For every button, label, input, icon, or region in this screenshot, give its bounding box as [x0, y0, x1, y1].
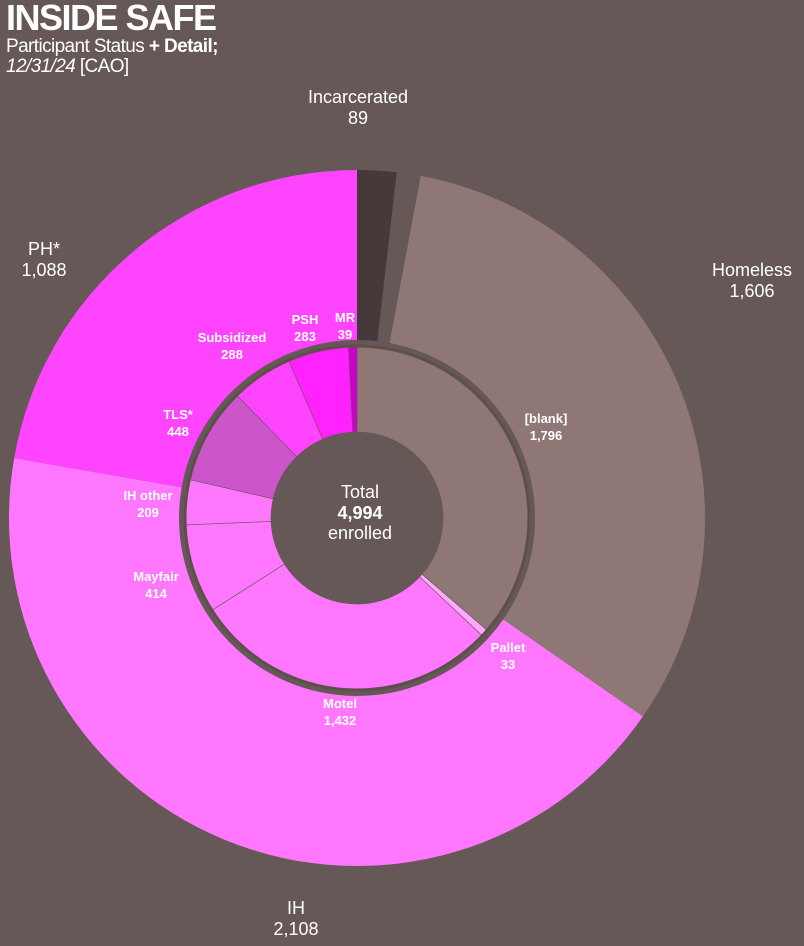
center-total-unit: enrolled — [328, 523, 392, 543]
inner-label-ih-other: IH other — [123, 488, 172, 503]
chart-source: [CAO] — [79, 56, 129, 77]
inner-value-blank: 1,796 — [530, 428, 563, 443]
outer-label-incarcerated: Incarcerated — [308, 87, 408, 107]
outer-label-ih: IH — [287, 898, 305, 918]
inner-value-ih-other: 209 — [137, 505, 159, 520]
inner-label-blank: [blank] — [525, 411, 568, 426]
subtitle-plain: Participant Status — [6, 36, 145, 57]
center-total-value: 4,994 — [337, 503, 382, 523]
inner-label-psh: PSH — [292, 312, 319, 327]
center-total-label: Total — [341, 482, 379, 502]
outer-value-ph: 1,088 — [21, 260, 66, 280]
inner-label-pallet: Pallet — [491, 640, 526, 655]
center-hole — [271, 432, 443, 604]
inner-value-subsidized: 288 — [221, 347, 243, 362]
inner-ring-outline — [183, 344, 531, 692]
outer-label-ph: PH* — [28, 239, 60, 259]
outer-value-ih: 2,108 — [273, 919, 318, 939]
outer-slice-homeless — [389, 175, 705, 717]
inner-value-psh: 283 — [294, 329, 316, 344]
outer-slice-incarcerated — [357, 170, 397, 342]
outer-label-homeless: Homeless — [712, 260, 792, 280]
inner-label-motel: Motel — [323, 696, 357, 711]
chart-subtitle: Participant Status + Detail; — [6, 37, 218, 56]
subtitle-bold: + Detail; — [148, 36, 219, 57]
chart-date: 12/31/24 — [6, 56, 76, 77]
outer-value-homeless: 1,606 — [729, 281, 774, 301]
outer-ring — [9, 170, 705, 866]
inner-value-motel: 1,432 — [324, 713, 357, 728]
inner-label-tls: TLS* — [163, 407, 194, 422]
inner-label-subsidized: Subsidized — [198, 330, 267, 345]
inner-value-tls: 448 — [167, 424, 189, 439]
inner-value-pallet: 33 — [501, 657, 515, 672]
chart-header: INSIDE SAFE Participant Status + Detail;… — [6, 0, 218, 76]
chart-title: INSIDE SAFE — [6, 0, 217, 38]
outer-slice-ph — [14, 170, 358, 488]
inner-value-mayfair: 414 — [145, 586, 167, 601]
outer-slice-ih — [9, 458, 643, 866]
inner-value-mr: 39 — [338, 327, 352, 342]
inner-label-mayfair: Mayfair — [133, 569, 179, 584]
inner-label-mr: MR — [335, 310, 356, 325]
chart-date-line: 12/31/24 [CAO] — [6, 57, 218, 76]
outer-value-incarcerated: 89 — [348, 108, 368, 128]
